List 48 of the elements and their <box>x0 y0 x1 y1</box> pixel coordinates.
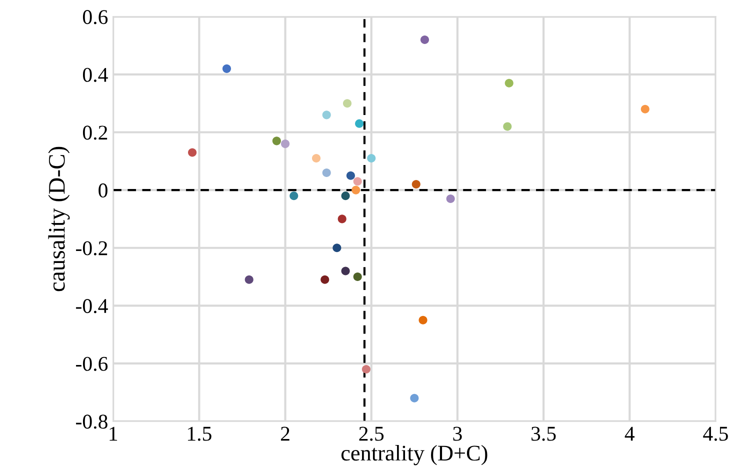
x-tick-label: 3.5 <box>532 426 556 441</box>
point <box>338 214 346 224</box>
y-tick-label: -0.8 <box>76 414 108 429</box>
point <box>355 119 364 128</box>
point <box>367 154 376 163</box>
x-tick-label: 2.5 <box>359 426 384 441</box>
point <box>418 316 428 324</box>
y-tick-label: -0.6 <box>76 356 108 371</box>
point <box>320 275 330 284</box>
point <box>322 168 331 177</box>
x-tick-label: 3 <box>453 426 462 441</box>
point <box>244 275 254 284</box>
point <box>322 110 331 120</box>
point <box>341 266 350 276</box>
point <box>312 154 321 163</box>
point <box>410 394 419 402</box>
point <box>272 136 281 146</box>
y-tick-label: 0.4 <box>82 68 108 82</box>
point <box>342 99 352 108</box>
point <box>446 194 455 204</box>
y-tick-label: 0 <box>98 183 108 198</box>
point <box>640 104 650 114</box>
point <box>353 177 362 186</box>
y-tick-label: -0.4 <box>76 299 108 314</box>
y-tick-label: 0.6 <box>82 10 108 24</box>
y-tick-label: 0.2 <box>82 126 108 140</box>
x-axis-title: centrality (D+C) <box>341 445 488 466</box>
point <box>346 171 355 180</box>
point <box>280 140 290 148</box>
point <box>353 272 362 282</box>
point <box>188 148 197 157</box>
x-tick-label: 4 <box>624 426 635 441</box>
y-axis-title: causality (D-C) <box>48 146 70 292</box>
point <box>503 122 512 131</box>
x-tick-label: 1 <box>110 426 118 441</box>
point <box>504 78 514 88</box>
y-tick-label: -0.2 <box>76 241 108 256</box>
x-tick-label: 4.5 <box>703 426 728 441</box>
x-tick-label: 2 <box>280 426 290 441</box>
point <box>412 180 420 189</box>
point <box>222 64 232 73</box>
point <box>352 186 360 194</box>
point <box>420 36 430 44</box>
point <box>332 244 342 252</box>
point <box>290 192 298 200</box>
point <box>362 364 370 374</box>
point <box>341 192 350 200</box>
x-tick-label: 1.5 <box>188 426 212 441</box>
